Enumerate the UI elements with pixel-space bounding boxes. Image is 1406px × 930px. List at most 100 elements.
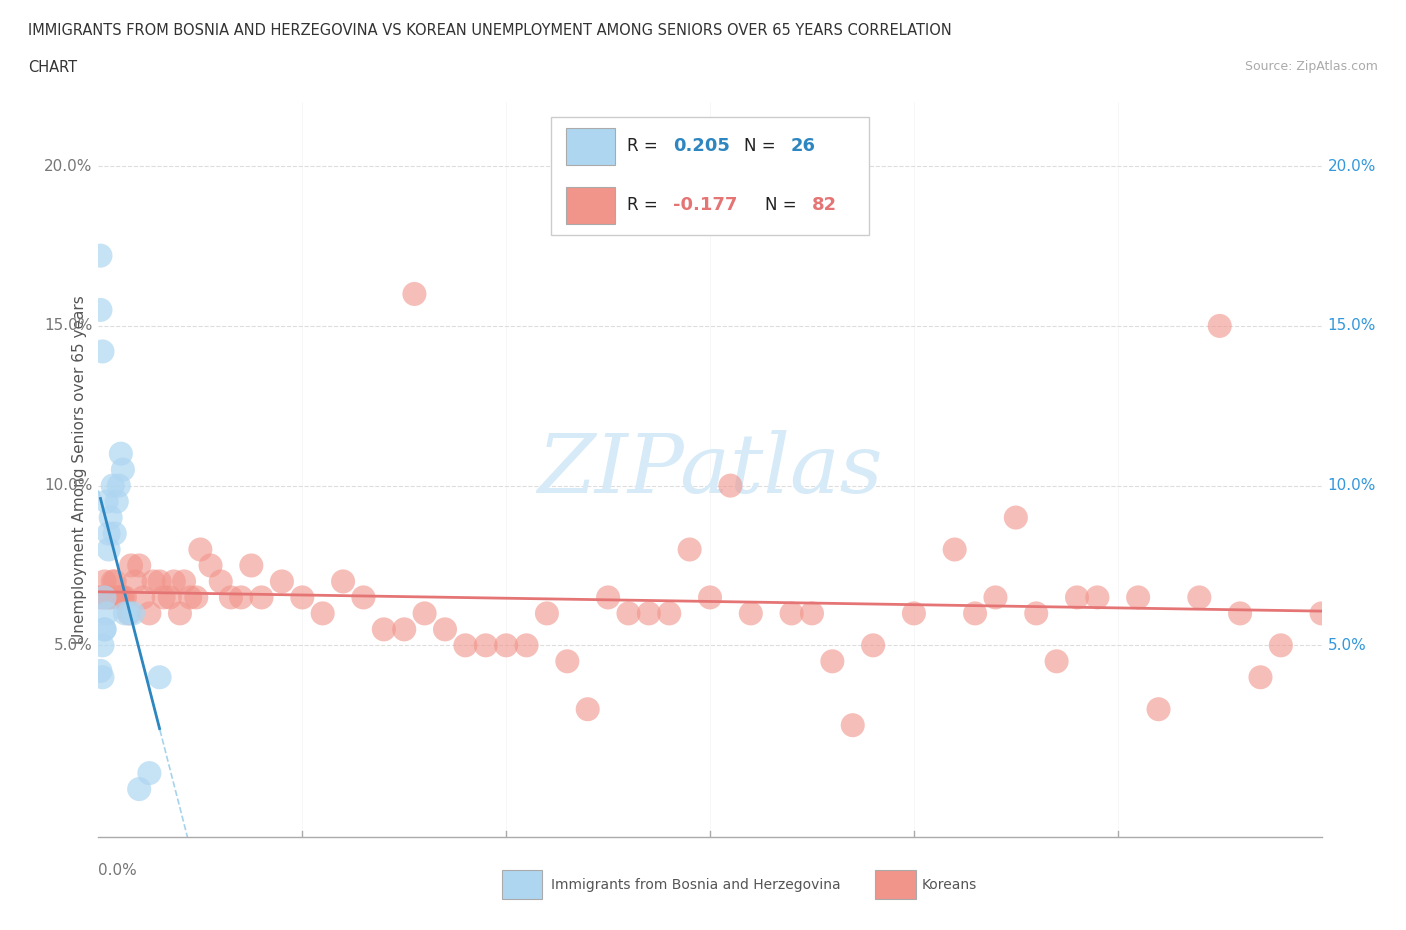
Point [270, 574, 294, 589]
Point [1147, 702, 1170, 717]
Text: 20.0%: 20.0% [1327, 159, 1376, 174]
Text: 5.0%: 5.0% [1327, 638, 1367, 653]
Text: 10.0%: 10.0% [1327, 478, 1376, 493]
FancyBboxPatch shape [565, 128, 614, 165]
Point [1025, 606, 1047, 621]
Point [142, 574, 165, 589]
Point [1188, 590, 1211, 604]
Point [111, 590, 134, 604]
Point [413, 606, 436, 621]
Point [1066, 590, 1088, 604]
Point [179, 590, 201, 604]
Point [434, 622, 457, 637]
Point [1045, 654, 1069, 669]
Point [110, 590, 132, 604]
Point [89, 302, 111, 317]
Text: 10.0%: 10.0% [44, 478, 93, 493]
Point [104, 574, 127, 589]
Point [96, 606, 118, 621]
Point [188, 542, 212, 557]
Point [89, 248, 111, 263]
Point [114, 590, 136, 604]
Point [352, 590, 374, 604]
FancyBboxPatch shape [502, 870, 543, 899]
Point [801, 606, 824, 621]
Point [219, 590, 242, 604]
Point [152, 590, 174, 604]
Text: R =: R = [627, 138, 658, 155]
Point [100, 511, 122, 525]
Point [118, 606, 141, 621]
Point [149, 670, 172, 684]
Y-axis label: Unemployment Among Seniors over 65 years: Unemployment Among Seniors over 65 years [72, 296, 87, 644]
Point [159, 590, 181, 604]
Point [108, 478, 131, 493]
Point [105, 494, 128, 509]
Point [138, 606, 160, 621]
Point [903, 606, 925, 621]
Point [392, 622, 416, 637]
Point [163, 574, 186, 589]
Text: 26: 26 [790, 138, 815, 155]
Point [209, 574, 232, 589]
Point [598, 590, 620, 604]
Text: 5.0%: 5.0% [53, 638, 93, 653]
Point [111, 462, 134, 477]
Point [200, 558, 222, 573]
Point [250, 590, 273, 604]
FancyBboxPatch shape [565, 187, 614, 223]
Point [93, 622, 115, 637]
Point [93, 574, 115, 589]
Point [91, 344, 114, 359]
Point [173, 574, 195, 589]
Point [89, 663, 111, 678]
FancyBboxPatch shape [551, 117, 869, 234]
Text: Source: ZipAtlas.com: Source: ZipAtlas.com [1244, 60, 1378, 73]
Point [1004, 511, 1026, 525]
Text: N =: N = [765, 196, 797, 214]
Point [1249, 670, 1271, 684]
Point [91, 638, 114, 653]
Point [679, 542, 702, 557]
Text: 15.0%: 15.0% [1327, 318, 1376, 333]
Point [93, 590, 115, 604]
Point [965, 606, 987, 621]
Point [101, 574, 124, 589]
Point [186, 590, 208, 604]
Point [132, 590, 155, 604]
Point [495, 638, 517, 653]
Point [1128, 590, 1150, 604]
Point [128, 558, 150, 573]
Point [821, 654, 844, 669]
Text: ZIPatlas: ZIPatlas [537, 430, 883, 510]
Point [740, 606, 762, 621]
Text: IMMIGRANTS FROM BOSNIA AND HERZEGOVINA VS KOREAN UNEMPLOYMENT AMONG SENIORS OVER: IMMIGRANTS FROM BOSNIA AND HERZEGOVINA V… [28, 23, 952, 38]
Point [93, 622, 115, 637]
Point [104, 526, 127, 541]
Point [536, 606, 558, 621]
Point [617, 606, 640, 621]
Point [576, 702, 599, 717]
Point [101, 478, 124, 493]
Point [637, 606, 661, 621]
Text: 20.0%: 20.0% [44, 159, 93, 174]
Text: 0.205: 0.205 [673, 138, 730, 155]
Point [231, 590, 253, 604]
Point [110, 446, 132, 461]
Point [1229, 606, 1251, 621]
Point [1270, 638, 1292, 653]
Point [97, 526, 120, 541]
Point [780, 606, 803, 621]
Point [474, 638, 498, 653]
Point [108, 590, 131, 604]
Point [1310, 606, 1333, 621]
Text: Immigrants from Bosnia and Herzegovina: Immigrants from Bosnia and Herzegovina [551, 878, 841, 892]
Point [128, 781, 150, 796]
Point [718, 478, 742, 493]
Text: 82: 82 [811, 196, 837, 214]
Point [1085, 590, 1108, 604]
Point [332, 574, 354, 589]
Point [169, 606, 191, 621]
Point [454, 638, 477, 653]
Point [516, 638, 538, 653]
